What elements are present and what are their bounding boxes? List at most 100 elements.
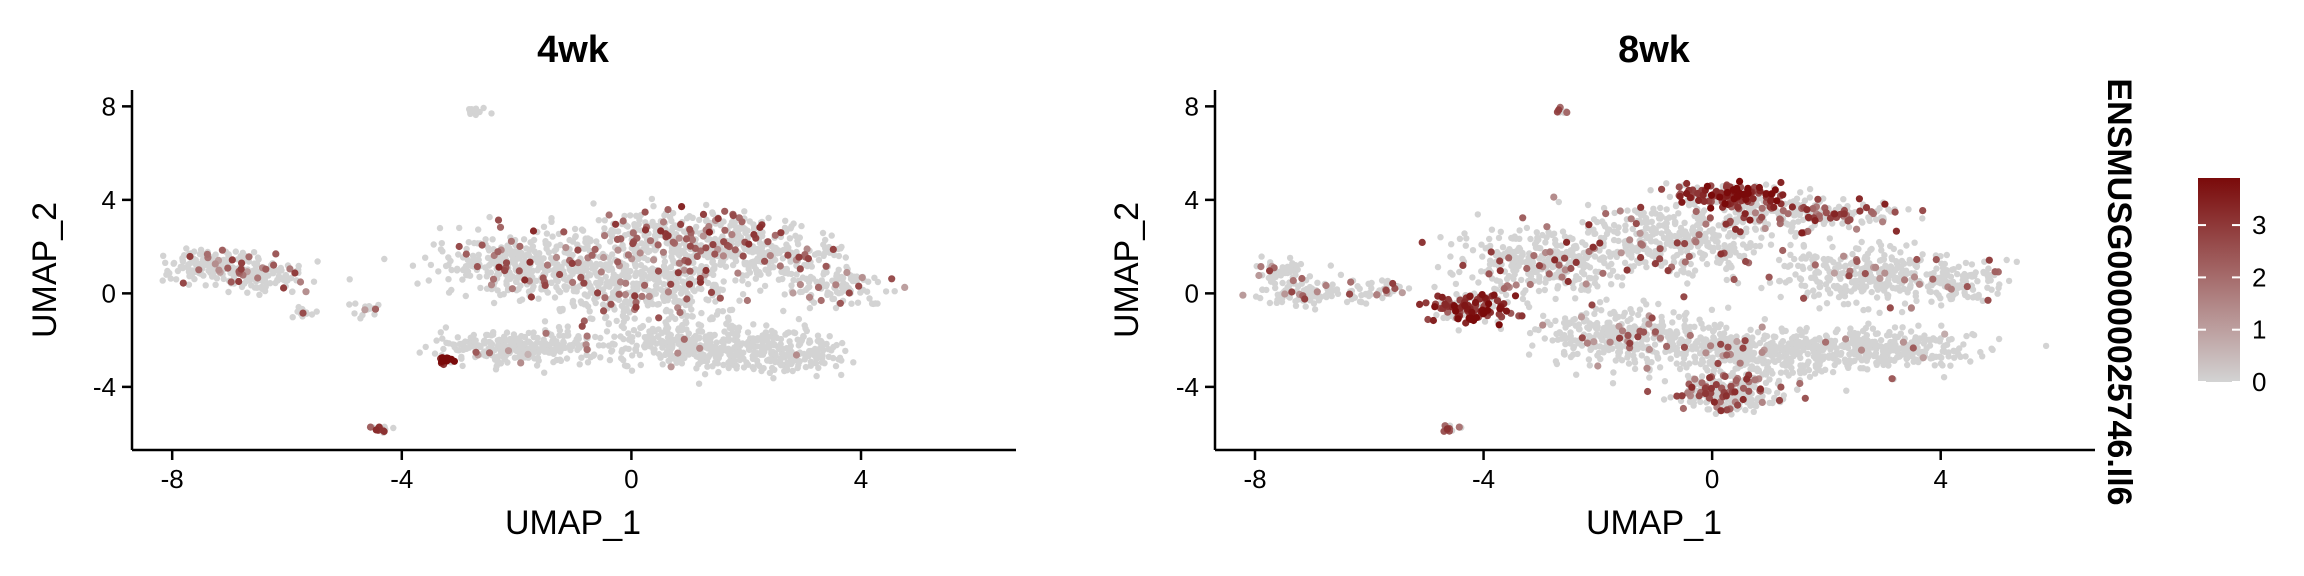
cell-point (1322, 292, 1330, 299)
cell-point-expressing (858, 274, 866, 282)
cell-point (560, 339, 567, 346)
cell-point (459, 362, 466, 370)
cell-point (1459, 255, 1466, 263)
cell-point (475, 251, 482, 258)
cell-point (244, 289, 251, 296)
cell-point (1496, 278, 1504, 285)
cell-point (1705, 406, 1713, 413)
cell-point-expressing (750, 231, 758, 239)
cell-point (1608, 281, 1615, 288)
cell-point (481, 337, 488, 344)
cell-point (788, 282, 795, 289)
cell-point (675, 246, 682, 253)
cell-point (687, 275, 695, 282)
cell-point (534, 354, 542, 361)
cell-point (1552, 317, 1559, 324)
cell-point (381, 255, 388, 263)
cell-point (1367, 291, 1374, 298)
cell-point (826, 333, 833, 340)
cell-point (1672, 202, 1680, 210)
cell-point-expressing (270, 261, 278, 269)
cell-point (1434, 263, 1442, 271)
cell-point (1469, 274, 1476, 281)
cell-point (1452, 280, 1460, 288)
cell-point (1815, 291, 1823, 298)
cell-point-expressing (822, 262, 830, 270)
cell-point-expressing (705, 228, 714, 236)
x-axis-label: UMAP_1 (505, 504, 641, 542)
cell-point (1553, 360, 1561, 368)
cell-point (1936, 353, 1943, 360)
cell-point (437, 246, 445, 253)
cell-point (695, 380, 703, 387)
cell-point (1405, 285, 1413, 292)
cell-point-expressing (795, 253, 803, 261)
cell-point (555, 287, 562, 294)
cell-point (552, 338, 559, 346)
cell-point (611, 333, 618, 340)
cell-point (1607, 310, 1614, 317)
cell-point (891, 288, 898, 295)
cell-point (655, 333, 662, 340)
cell-point (1479, 253, 1486, 260)
x-tick-label: -4 (390, 464, 413, 494)
cell-point-expressing (560, 228, 568, 236)
cell-point (827, 290, 834, 298)
cell-point (830, 343, 837, 351)
cell-point-expressing (245, 253, 253, 261)
cell-point (1552, 295, 1559, 303)
cell-point (1624, 317, 1631, 325)
cell-point (1572, 295, 1579, 302)
cell-point (1905, 206, 1912, 213)
cell-point (635, 331, 642, 338)
cell-point (1259, 286, 1266, 293)
cell-point (541, 318, 549, 325)
cell-point (282, 271, 290, 279)
cell-point (668, 344, 676, 351)
cell-point (1516, 227, 1523, 234)
cell-point (1673, 360, 1681, 367)
cell-point (1481, 318, 1489, 325)
cell-point (1806, 185, 1814, 193)
cell-point (534, 256, 541, 263)
cell-point (459, 276, 466, 283)
cell-point (764, 344, 771, 351)
cell-point (1884, 351, 1891, 358)
cell-point (838, 371, 845, 379)
cell-point (471, 338, 478, 345)
cell-point-expressing (629, 240, 637, 248)
cell-point (641, 344, 648, 351)
cell-point (1603, 296, 1610, 303)
cell-point-expressing (655, 314, 663, 322)
cell-point (1827, 290, 1834, 297)
cell-point (1594, 283, 1601, 290)
cell-point (1883, 342, 1890, 350)
cell-point (494, 271, 501, 278)
cell-point (618, 348, 625, 356)
cell-point (1591, 253, 1599, 260)
cell-point-expressing (641, 281, 649, 289)
cell-point (686, 346, 693, 353)
cell-point (775, 247, 782, 254)
cell-point (637, 361, 644, 369)
cell-point (1292, 298, 1299, 305)
cell-point (508, 247, 515, 255)
cell-point (701, 371, 709, 378)
cell-point (707, 344, 714, 352)
cell-point-expressing (527, 293, 536, 301)
cell-point (1762, 181, 1770, 188)
cell-point (1709, 328, 1717, 335)
cell-point (815, 353, 822, 360)
cell-point (1698, 373, 1706, 380)
cell-point (815, 256, 823, 264)
cell-point (563, 284, 571, 291)
cell-point (1816, 279, 1824, 287)
cell-point (1943, 251, 1951, 259)
cell-point-expressing (664, 288, 673, 296)
cell-point (1891, 333, 1899, 340)
cell-point (1873, 281, 1880, 288)
cell-point (1835, 358, 1842, 365)
cell-point-expressing (659, 248, 668, 256)
cell-point (1851, 351, 1858, 358)
cell-point (183, 245, 190, 252)
